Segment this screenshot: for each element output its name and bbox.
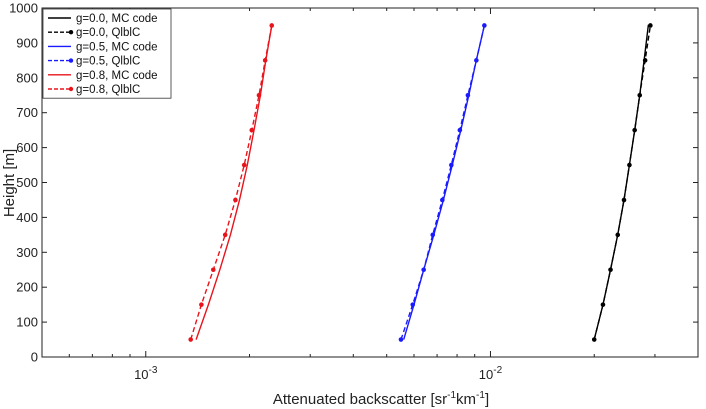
data-point bbox=[410, 302, 416, 307]
x-tick-label: 10-2 bbox=[479, 365, 503, 382]
data-point bbox=[457, 127, 463, 133]
data-point bbox=[269, 23, 275, 28]
legend-box bbox=[42, 8, 172, 99]
data-point bbox=[398, 337, 404, 342]
series-line-0 bbox=[593, 24, 653, 340]
data-point bbox=[210, 267, 216, 273]
data-point bbox=[421, 267, 426, 273]
series-line-4 bbox=[195, 25, 273, 340]
data-point bbox=[465, 92, 471, 98]
data-point bbox=[474, 58, 479, 63]
data-point bbox=[249, 127, 255, 133]
data-point bbox=[615, 232, 621, 238]
data-point bbox=[188, 337, 193, 342]
data-point bbox=[627, 162, 632, 168]
data-point bbox=[621, 197, 627, 203]
data-point bbox=[256, 92, 262, 98]
data-point bbox=[648, 23, 653, 28]
data-point bbox=[642, 58, 648, 63]
y-tick-label: 900 bbox=[16, 35, 38, 50]
data-point bbox=[241, 162, 247, 168]
data-point bbox=[632, 127, 637, 133]
x-tick-label: 10-3 bbox=[134, 365, 158, 382]
y-tick-label: 100 bbox=[16, 315, 38, 330]
series-line-1 bbox=[593, 25, 652, 340]
data-point bbox=[482, 23, 487, 28]
legend-marker bbox=[68, 86, 74, 92]
y-tick-label: 1000 bbox=[9, 1, 38, 16]
legend-label: g=0.5, QlblC bbox=[76, 56, 140, 68]
y-tick-label: 700 bbox=[16, 105, 38, 120]
y-tick-label: 600 bbox=[16, 140, 38, 155]
y-tick-label: 0 bbox=[31, 350, 38, 365]
data-point bbox=[637, 92, 643, 98]
legend-label: g=0.0, QlblC bbox=[76, 27, 140, 39]
plot-area bbox=[188, 23, 653, 342]
y-tick-label: 800 bbox=[16, 70, 38, 85]
y-tick-label: 500 bbox=[16, 175, 38, 190]
y-tick-label: 400 bbox=[16, 210, 38, 225]
data-point bbox=[440, 197, 445, 203]
data-point bbox=[600, 302, 606, 307]
y-tick-label: 200 bbox=[16, 280, 38, 295]
series-line-2 bbox=[403, 25, 486, 340]
y-axis-label: Height [m] bbox=[1, 149, 18, 217]
legend-marker bbox=[68, 58, 74, 63]
legend-label: g=0.8, QlblC bbox=[76, 84, 140, 96]
data-point bbox=[430, 232, 436, 238]
x-axis-label: Attenuated backscatter [sr-1km-1] bbox=[273, 390, 489, 408]
data-point bbox=[591, 337, 597, 342]
data-point bbox=[233, 197, 238, 203]
axes: 0 100 200 300 400 500 600 700 800 900 1000 10-3 10-2 bbox=[9, 1, 699, 382]
legend-label: g=0.5, MC code bbox=[76, 41, 158, 53]
data-point bbox=[608, 267, 613, 273]
legend-marker bbox=[68, 30, 74, 35]
data-point bbox=[222, 232, 228, 238]
legend-label: g=0.0, MC code bbox=[76, 13, 158, 25]
legend: g=0.0, MC code g=0.0, QlblC g=0.5, MC code… bbox=[42, 8, 172, 99]
legend-label: g=0.8, MC code bbox=[76, 70, 158, 82]
data-point bbox=[449, 162, 454, 168]
series-line-3 bbox=[400, 25, 486, 340]
data-point bbox=[199, 302, 204, 307]
data-point bbox=[262, 58, 268, 63]
y-tick-label: 300 bbox=[16, 245, 38, 260]
series-line-5 bbox=[190, 25, 273, 340]
